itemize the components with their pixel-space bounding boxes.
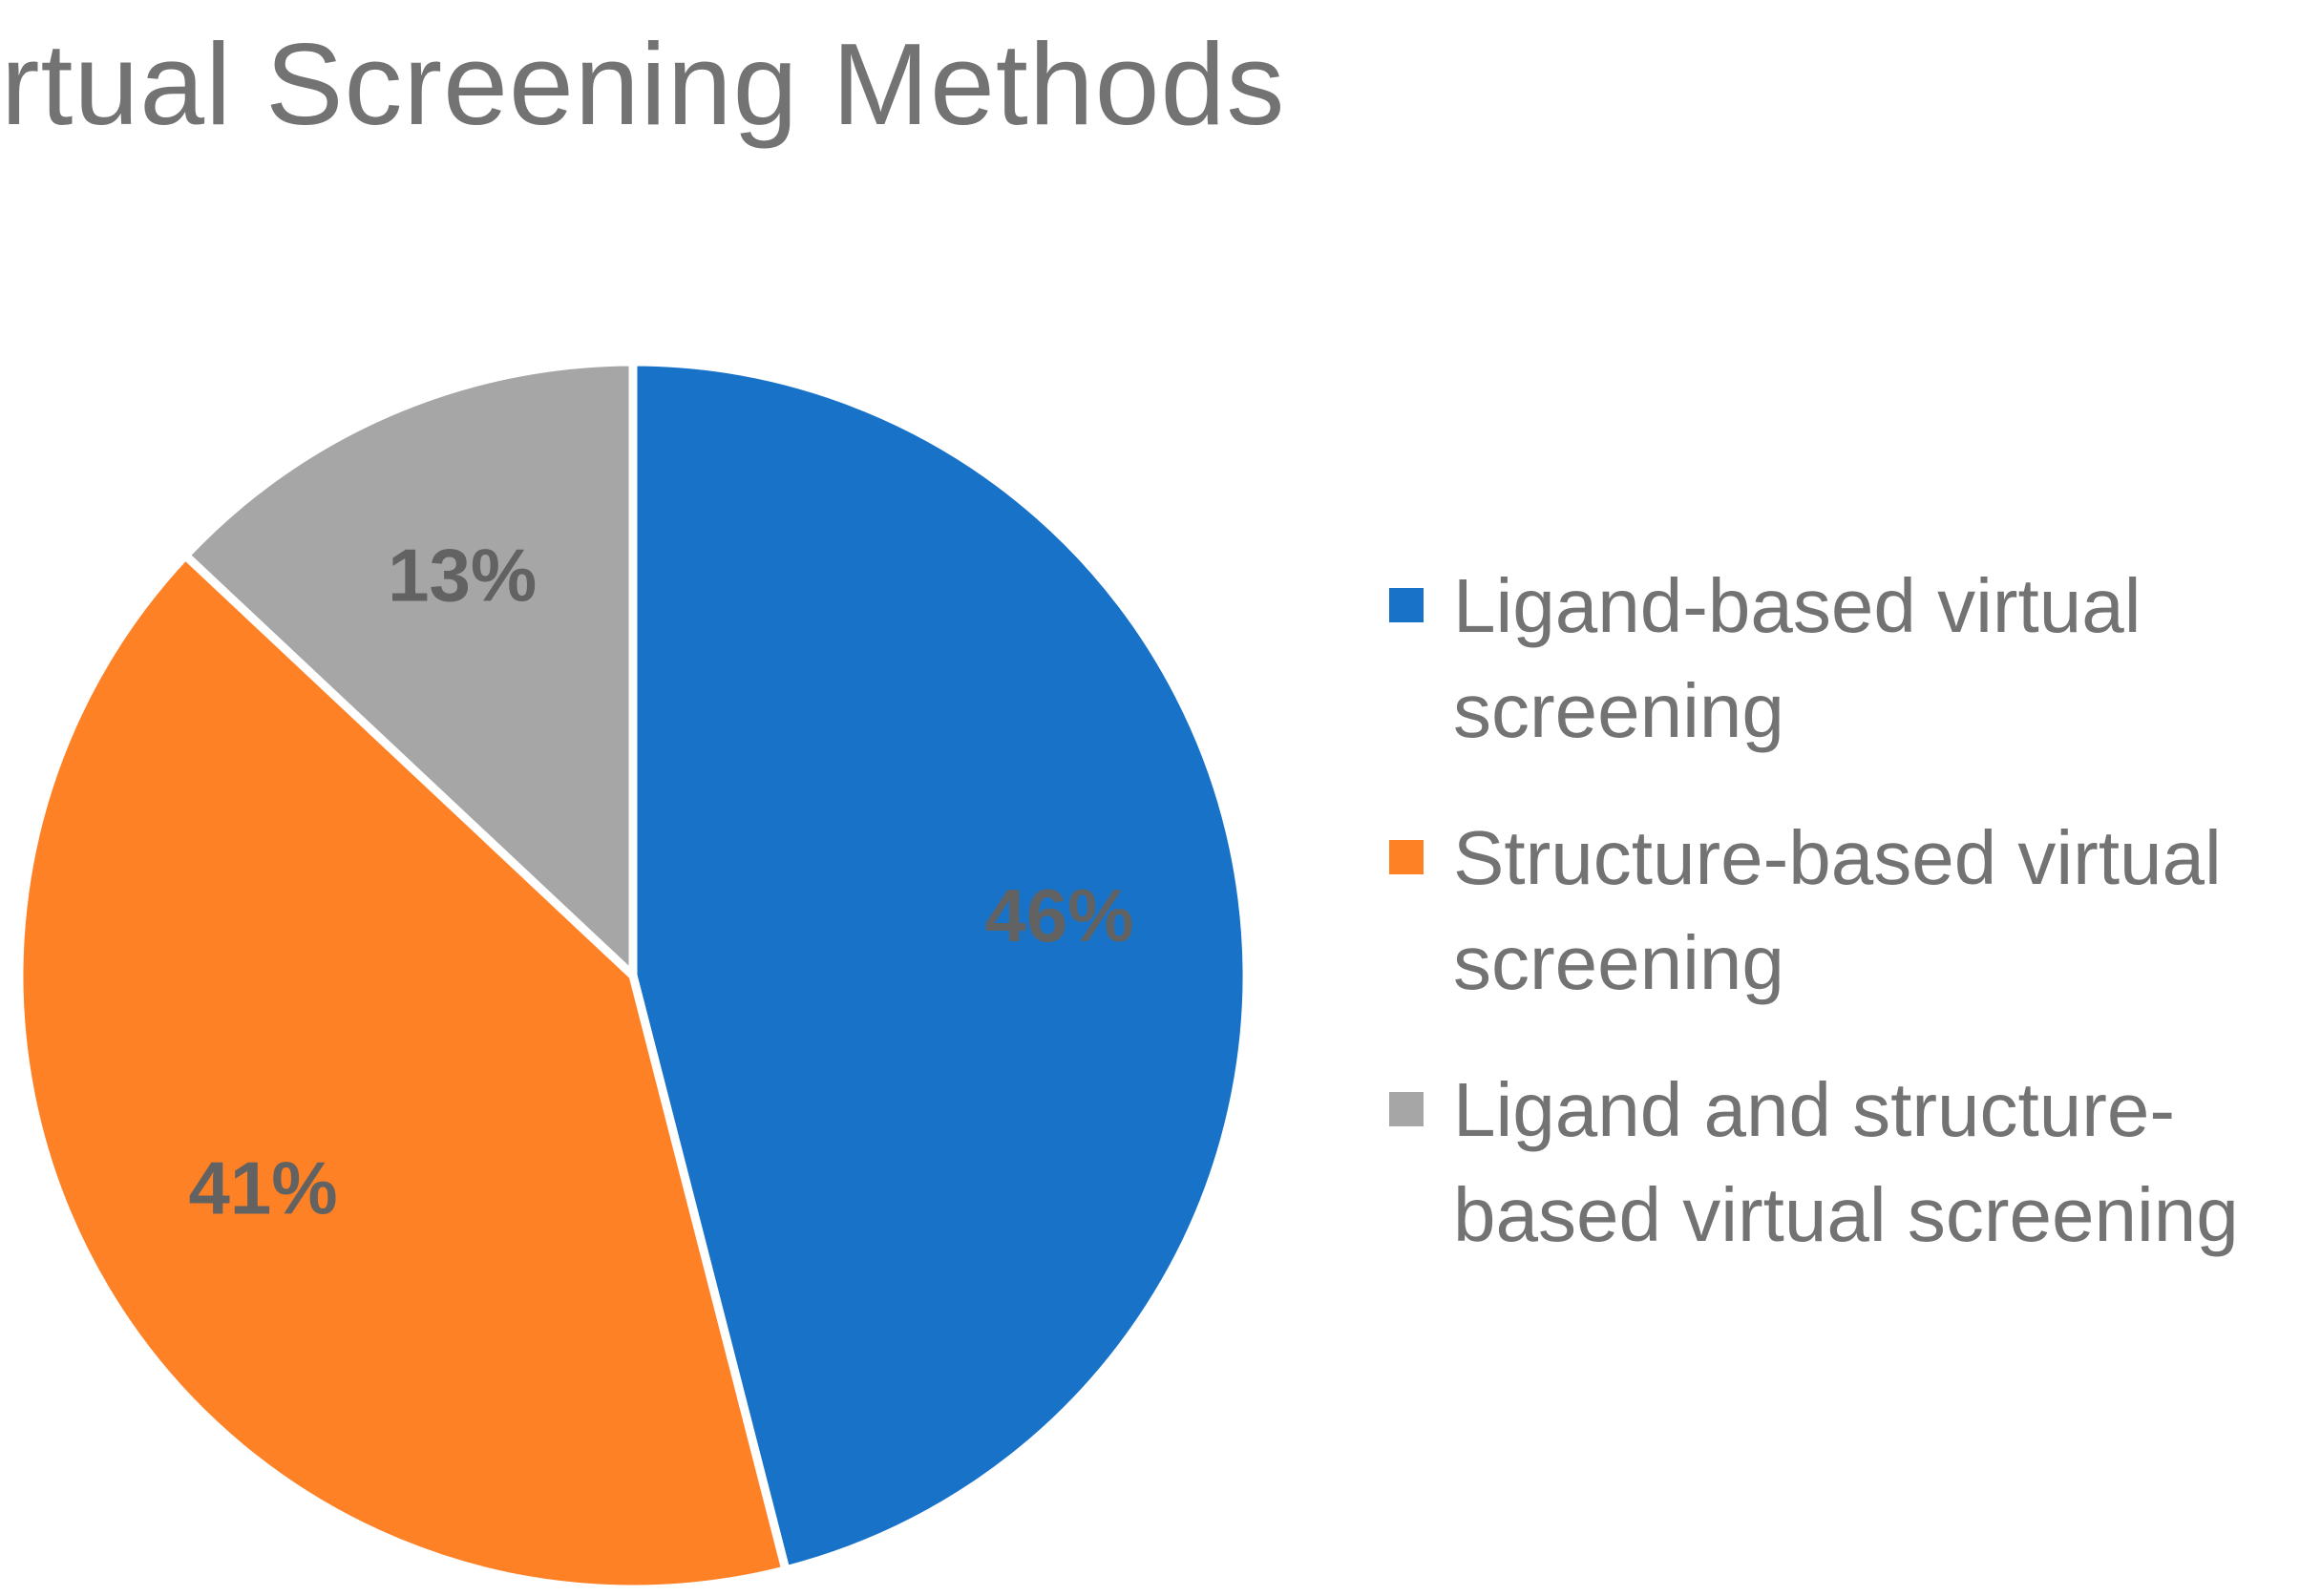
data-label-ligand-based: 46%: [984, 873, 1133, 957]
legend-item-ligand-based: Ligand-based virtual screening: [1389, 554, 2287, 764]
legend-label-ligand-and-structure-based: Ligand and structure-based virtual scree…: [1453, 1067, 2239, 1257]
legend-item-ligand-and-structure-based: Ligand and structure-based virtual scree…: [1389, 1058, 2287, 1268]
data-label-ligand-and-structure-based: 13%: [388, 534, 537, 618]
legend-swatch-ligand-based: [1389, 588, 1424, 622]
legend-swatch-structure-based: [1389, 840, 1424, 874]
legend-swatch-ligand-and-structure-based: [1389, 1092, 1424, 1126]
legend: Ligand-based virtual screening Structure…: [1389, 554, 2287, 1310]
pie-slice-ligand-and-structure-based: [180, 357, 638, 980]
legend-item-structure-based: Structure-based virtual screening: [1389, 806, 2287, 1016]
legend-label-structure-based: Structure-based virtual screening: [1453, 815, 2222, 1005]
chart-title: Virtual Screening Methods: [0, 19, 1286, 149]
pie-slice-structure-based: [14, 551, 791, 1594]
pie-slices: [14, 357, 1252, 1594]
pie-slice-labels: 46% 41% 13%: [189, 534, 1134, 1230]
pie-slice-ligand-based: [628, 357, 1252, 1575]
data-label-structure-based: 41%: [189, 1146, 338, 1230]
legend-label-ligand-based: Ligand-based virtual screening: [1453, 563, 2142, 753]
